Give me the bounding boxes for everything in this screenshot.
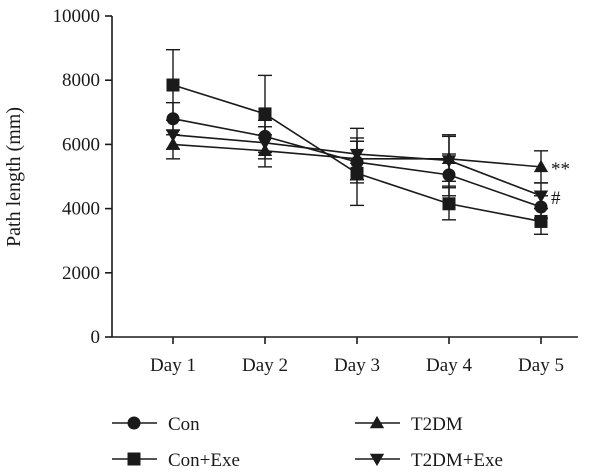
- legend-item: Con: [112, 414, 200, 435]
- legend-label: T2DM: [411, 414, 463, 435]
- data-point: [441, 155, 457, 168]
- x-tick-label: Day 3: [334, 355, 380, 376]
- plot-area: [165, 49, 549, 235]
- data-point: [165, 129, 181, 142]
- legend-marker: [127, 416, 141, 430]
- legend-marker: [369, 415, 385, 429]
- x-tick-label: Day 2: [242, 355, 288, 376]
- y-tick-label: 0: [91, 327, 101, 348]
- y-tick-label: 10000: [53, 6, 101, 27]
- legend-marker: [127, 452, 141, 466]
- data-point: [257, 137, 273, 150]
- y-tick-label: 2000: [62, 263, 100, 284]
- x-axis: Day 1 Day 2 Day 3 Day 4 Day 5: [112, 336, 578, 376]
- data-point: [533, 190, 549, 203]
- data-point: [534, 214, 548, 228]
- y-axis-label: Path length (mm): [3, 107, 25, 247]
- data-point: [533, 159, 549, 173]
- legend-item: T2DM: [355, 414, 463, 435]
- legend-marker: [369, 453, 385, 467]
- legend-label: T2DM+Exe: [411, 450, 503, 471]
- legend-label: Con+Exe: [168, 450, 240, 471]
- y-tick-label: 6000: [62, 134, 100, 155]
- y-axis: 0 2000 4000 6000 8000 10000 Path length (mm): [3, 6, 113, 348]
- y-tick-label: 8000: [62, 70, 100, 91]
- legend-item: Con+Exe: [112, 450, 240, 471]
- annotations: ** #: [551, 159, 570, 209]
- legend-label: Con: [168, 414, 200, 435]
- significance-marker: #: [551, 188, 561, 209]
- y-tick-label: 4000: [62, 199, 100, 220]
- significance-marker: **: [551, 159, 570, 180]
- data-point: [349, 148, 365, 162]
- series-t2dm-exe: [165, 119, 549, 210]
- x-tick-label: Day 1: [150, 355, 196, 376]
- legend-item: T2DM+Exe: [355, 450, 503, 471]
- data-point: [258, 107, 272, 121]
- x-tick-label: Day 5: [518, 355, 564, 376]
- data-point: [166, 78, 180, 92]
- x-tick-label: Day 4: [426, 355, 472, 376]
- data-point: [442, 197, 456, 211]
- legend: Con Con+Exe T2DM T2DM+Exe: [112, 414, 503, 471]
